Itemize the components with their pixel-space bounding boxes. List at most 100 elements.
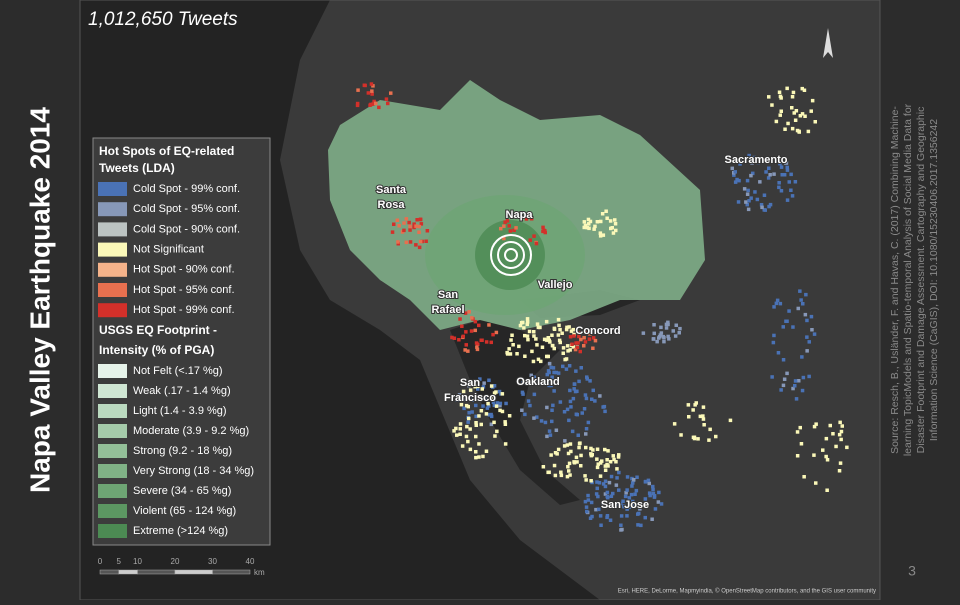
hotspot-cell — [598, 514, 603, 518]
hotspot-cell — [582, 336, 586, 340]
hotspot-cell — [783, 127, 787, 131]
hotspot-cell — [609, 504, 614, 509]
hotspot-cell — [790, 106, 794, 110]
hotspot-cell — [770, 375, 774, 379]
hotspot-cell — [578, 349, 582, 354]
hotspot-cell — [514, 226, 518, 230]
hotspot-cell — [498, 403, 502, 408]
legend-swatch — [98, 182, 127, 196]
hotspot-cell — [592, 227, 596, 231]
hotspot-cell — [545, 434, 549, 439]
hotspot-cell — [601, 501, 605, 506]
hotspot-cell — [473, 328, 477, 333]
hotspot-cell — [598, 461, 603, 465]
scale-label: 5 — [117, 557, 122, 566]
hotspot-cell — [414, 243, 418, 247]
hotspot-cell — [505, 350, 509, 355]
hotspot-cell — [529, 217, 534, 221]
hotspot-cell — [565, 325, 569, 330]
hotspot-cells — [355, 82, 849, 532]
hotspot-cell — [481, 454, 485, 459]
hotspot-cell — [781, 358, 786, 362]
city-label: Rosa — [378, 199, 406, 211]
hotspot-cell — [372, 99, 376, 104]
hotspot-cell — [745, 178, 750, 183]
hotspot-cell — [793, 379, 798, 383]
hotspot-cell — [503, 422, 508, 426]
hotspot-cell — [479, 338, 483, 342]
hotspot-cell — [812, 424, 817, 429]
hotspot-cell — [599, 219, 603, 224]
hotspot-cell — [355, 103, 360, 108]
hotspot-cell — [477, 323, 481, 328]
hotspot-cell — [462, 406, 466, 411]
hotspot-cell — [554, 428, 559, 432]
hotspot-cell — [589, 500, 594, 505]
hotspot-cell — [474, 414, 478, 419]
hotspot-cell — [543, 420, 548, 425]
hotspot-cell — [458, 427, 462, 431]
hotspot-cell — [458, 317, 462, 321]
hotspot-cell — [556, 333, 561, 337]
hotspot-cell — [782, 173, 787, 177]
hotspot-cell — [786, 121, 790, 126]
hotspot-cell — [650, 517, 654, 521]
hotspot-cell — [738, 159, 742, 163]
hotspot-cell — [567, 469, 571, 473]
hotspot-cell — [589, 446, 593, 451]
hotspot-cell — [518, 323, 523, 328]
hotspot-cell — [477, 414, 481, 418]
hotspot-cell — [574, 341, 578, 345]
hotspot-cell — [583, 474, 587, 478]
hotspot-cell — [372, 101, 376, 106]
hotspot-cell — [595, 480, 599, 484]
legend-swatch — [98, 384, 127, 398]
hotspot-cell — [617, 488, 621, 492]
hotspot-cell — [831, 432, 835, 436]
legend-swatch — [98, 524, 127, 538]
hotspot-cell — [800, 112, 805, 116]
hotspot-cell — [577, 445, 581, 450]
hotspot-cell — [544, 319, 549, 324]
hotspot-cell — [797, 379, 801, 383]
hotspot-cell — [521, 381, 525, 385]
hotspot-cell — [584, 396, 589, 401]
hotspot-cell — [627, 505, 631, 509]
hotspot-cell — [560, 331, 564, 335]
hotspot-cell — [464, 330, 468, 334]
hotspot-cell — [825, 458, 830, 462]
hotspot-cell — [778, 301, 783, 306]
hotspot-cell — [806, 129, 811, 134]
hotspot-cell — [384, 97, 389, 101]
hotspot-cell — [541, 225, 545, 230]
hotspot-cell — [606, 464, 610, 468]
hotspot-cell — [402, 228, 406, 233]
scale-segment — [118, 569, 138, 575]
hotspot-cell — [614, 228, 618, 233]
hotspot-cell — [594, 492, 599, 496]
hotspot-cell — [370, 89, 374, 93]
hotspot-cell — [489, 340, 493, 345]
hotspot-cell — [568, 335, 573, 339]
hotspot-cell — [476, 387, 480, 391]
hotspot-cell — [776, 351, 781, 355]
hotspot-cell — [521, 392, 525, 396]
hotspot-cell — [772, 333, 776, 338]
hotspot-cell — [802, 88, 807, 92]
hotspot-cell — [754, 159, 758, 163]
hotspot-cell — [664, 322, 669, 327]
hotspot-cell — [595, 447, 600, 451]
legend-swatch — [98, 222, 127, 237]
hotspot-cell — [565, 443, 570, 447]
hotspot-cell — [494, 330, 499, 335]
hotspot-cell — [547, 429, 552, 433]
hotspot-cell — [475, 347, 480, 352]
hotspot-cell — [485, 397, 490, 402]
legend-swatch — [98, 444, 127, 458]
hotspot-cell — [593, 399, 597, 403]
hotspot-cell — [678, 326, 682, 331]
hotspot-cell — [625, 475, 630, 479]
hotspot-cell — [489, 384, 494, 388]
hotspot-cell — [631, 502, 636, 506]
hotspot-cell — [775, 298, 780, 303]
